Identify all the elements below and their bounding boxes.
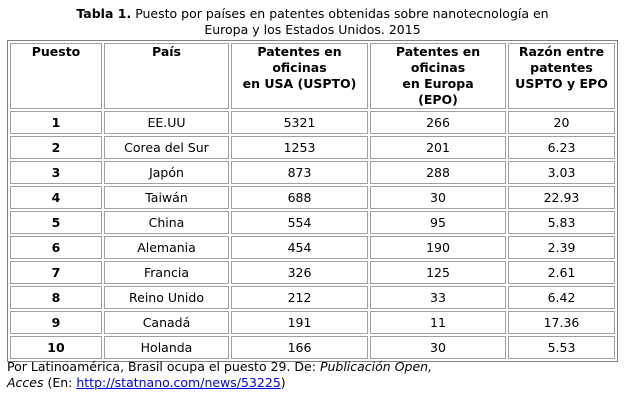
source-link[interactable]: http://statnano.com/news/53225 bbox=[76, 375, 281, 390]
table-header-row: Puesto País Patentes en oficinas en USA … bbox=[10, 43, 615, 109]
table-row: 7 Francia 326 125 2.61 bbox=[10, 261, 615, 284]
table-body: 1 EE.UU 5321 266 20 2 Corea del Sur 1253 201 6.23… bbox=[10, 111, 615, 359]
header-uspto: Patentes en oficinas en USA (USPTO) bbox=[231, 43, 368, 109]
footnote-italic2: Acces bbox=[7, 375, 44, 390]
epo-cell: 288 bbox=[370, 161, 506, 184]
country-cell: Holanda bbox=[104, 336, 229, 359]
table-row: 5 China 554 95 5.83 bbox=[10, 211, 615, 234]
epo-cell: 190 bbox=[370, 236, 506, 259]
uspto-cell: 1253 bbox=[231, 136, 368, 159]
uspto-cell: 166 bbox=[231, 336, 368, 359]
country-cell: Canadá bbox=[104, 311, 229, 334]
country-cell: Corea del Sur bbox=[104, 136, 229, 159]
table-row: 9 Canadá 191 11 17.36 bbox=[10, 311, 615, 334]
table-row: 2 Corea del Sur 1253 201 6.23 bbox=[10, 136, 615, 159]
ratio-cell: 17.36 bbox=[508, 311, 615, 334]
caption-label: Tabla 1. bbox=[76, 6, 132, 21]
rank-cell: 6 bbox=[10, 236, 102, 259]
rank-cell: 5 bbox=[10, 211, 102, 234]
rank-cell: 2 bbox=[10, 136, 102, 159]
rank-cell: 10 bbox=[10, 336, 102, 359]
ratio-cell: 3.03 bbox=[508, 161, 615, 184]
ratio-cell: 20 bbox=[508, 111, 615, 134]
uspto-cell: 554 bbox=[231, 211, 368, 234]
table-row: 8 Reino Unido 212 33 6.42 bbox=[10, 286, 615, 309]
table-row: 10 Holanda 166 30 5.53 bbox=[10, 336, 615, 359]
header-epo: Patentes en oficinas en Europa (EPO) bbox=[370, 43, 506, 109]
table-caption: Tabla 1. Puesto por países en patentes o… bbox=[0, 6, 625, 38]
epo-cell: 266 bbox=[370, 111, 506, 134]
ratio-cell: 5.83 bbox=[508, 211, 615, 234]
country-cell: Francia bbox=[104, 261, 229, 284]
country-cell: Reino Unido bbox=[104, 286, 229, 309]
rank-cell: 8 bbox=[10, 286, 102, 309]
table-row: 6 Alemania 454 190 2.39 bbox=[10, 236, 615, 259]
footnote-text1: Por Latinoamérica, Brasil ocupa el puest… bbox=[7, 359, 320, 374]
rank-cell: 9 bbox=[10, 311, 102, 334]
rank-cell: 1 bbox=[10, 111, 102, 134]
epo-cell: 125 bbox=[370, 261, 506, 284]
ratio-cell: 6.23 bbox=[508, 136, 615, 159]
rank-cell: 7 bbox=[10, 261, 102, 284]
country-cell: Japón bbox=[104, 161, 229, 184]
table-row: 3 Japón 873 288 3.03 bbox=[10, 161, 615, 184]
patents-table: Puesto País Patentes en oficinas en USA … bbox=[7, 40, 618, 362]
uspto-cell: 688 bbox=[231, 186, 368, 209]
country-cell: China bbox=[104, 211, 229, 234]
epo-cell: 201 bbox=[370, 136, 506, 159]
header-ratio: Razón entre patentes USPTO y EPO bbox=[508, 43, 615, 109]
uspto-cell: 5321 bbox=[231, 111, 368, 134]
country-cell: Taiwán bbox=[104, 186, 229, 209]
caption-text-line1: Puesto por países en patentes obtenidas … bbox=[135, 6, 549, 21]
ratio-cell: 5.53 bbox=[508, 336, 615, 359]
country-cell: Alemania bbox=[104, 236, 229, 259]
footnote: Por Latinoamérica, Brasil ocupa el puest… bbox=[7, 359, 618, 391]
footnote-italic1: Publicación Open, bbox=[319, 359, 433, 374]
epo-cell: 30 bbox=[370, 186, 506, 209]
uspto-cell: 326 bbox=[231, 261, 368, 284]
uspto-cell: 454 bbox=[231, 236, 368, 259]
header-puesto: Puesto bbox=[10, 43, 102, 109]
epo-cell: 11 bbox=[370, 311, 506, 334]
table-row: 1 EE.UU 5321 266 20 bbox=[10, 111, 615, 134]
header-pais: País bbox=[104, 43, 229, 109]
uspto-cell: 212 bbox=[231, 286, 368, 309]
epo-cell: 33 bbox=[370, 286, 506, 309]
rank-cell: 4 bbox=[10, 186, 102, 209]
epo-cell: 95 bbox=[370, 211, 506, 234]
rank-cell: 3 bbox=[10, 161, 102, 184]
footnote-text2: (En: bbox=[43, 375, 77, 390]
country-cell: EE.UU bbox=[104, 111, 229, 134]
ratio-cell: 6.42 bbox=[508, 286, 615, 309]
uspto-cell: 191 bbox=[231, 311, 368, 334]
caption-text-line2: Europa y los Estados Unidos. 2015 bbox=[204, 22, 421, 37]
ratio-cell: 2.61 bbox=[508, 261, 615, 284]
epo-cell: 30 bbox=[370, 336, 506, 359]
ratio-cell: 2.39 bbox=[508, 236, 615, 259]
footnote-text3: ) bbox=[280, 375, 286, 390]
table-row: 4 Taiwán 688 30 22.93 bbox=[10, 186, 615, 209]
uspto-cell: 873 bbox=[231, 161, 368, 184]
ratio-cell: 22.93 bbox=[508, 186, 615, 209]
